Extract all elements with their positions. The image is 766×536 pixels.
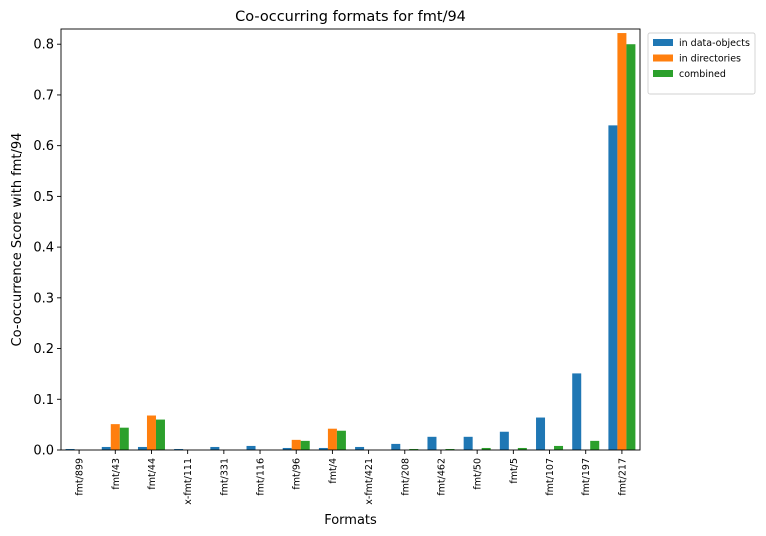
y-tick-label: 0.2 [33,342,54,357]
legend-swatch [653,70,673,77]
x-tick-label: fmt/4 [328,458,339,484]
bar-in-data-objects-fmt/331 [210,446,220,450]
y-tick-label: 0.7 [33,88,54,103]
bar-combined-fmt/4 [336,430,346,450]
chart-title: Co-occurring formats for fmt/94 [235,9,466,25]
x-tick-label: fmt/44 [147,458,158,490]
x-tick-label: x-fmt/111 [183,458,194,505]
bar-in-data-objects-fmt/107 [536,417,546,450]
x-tick-label: fmt/96 [292,458,303,490]
legend-label: in directories [679,54,741,65]
bar-in-directories-fmt/217 [617,33,627,451]
x-tick-label: fmt/107 [545,458,556,496]
bar-in-data-objects-fmt/462 [427,436,437,450]
bar-in-data-objects-fmt/5 [499,431,509,450]
bar-in-data-objects-fmt/96 [282,447,292,450]
bar-combined-fmt/96 [300,440,310,450]
y-tick-label: 0.3 [33,291,54,306]
bar-combined-fmt/50 [481,447,491,450]
bar-in-data-objects-x-fmt/111 [174,448,184,450]
bar-in-data-objects-fmt/116 [246,445,256,450]
bar-in-directories-fmt/4 [327,428,337,450]
legend-box [647,32,756,95]
legend-label: in data-objects [679,38,750,49]
x-tick-label: fmt/462 [436,458,447,496]
y-tick-label: 0.4 [33,241,54,256]
x-axis-title: Formats [324,513,377,528]
y-axis-title: Co-occurrence Score with fmt/94 [10,133,25,347]
bar-combined-fmt/44 [155,419,165,450]
bar-in-directories-fmt/96 [291,439,301,450]
legend-swatch [653,54,673,62]
bar-in-data-objects-fmt/197 [572,373,582,450]
bars-layer [65,33,636,451]
bar-in-data-objects-fmt/217 [608,125,618,451]
legend-label: combined [679,69,726,80]
bar-in-data-objects-fmt/899 [65,448,75,450]
legend-swatch [653,39,673,46]
x-tick-label: fmt/116 [256,458,267,496]
bar-in-data-objects-x-fmt/421 [355,446,365,450]
bar-in-data-objects-fmt/50 [463,436,473,450]
legend: in data-objects in directories combined [647,32,756,95]
x-tick-label: fmt/43 [111,458,122,490]
y-tick-label: 0.1 [33,393,54,408]
axes-layer: 0.0 0.1 0.2 0.3 0.4 0.5 0.6 0.7 0.8 fmt/899 fmt/43… [33,28,641,505]
bar-combined-fmt/107 [554,445,564,450]
x-tick-label: x-fmt/421 [364,458,375,505]
y-tick-label: 0.5 [33,190,54,205]
x-tick-label: fmt/331 [219,458,230,496]
y-tick-label: 0.6 [33,139,54,154]
x-tick-label: fmt/217 [617,458,628,496]
bar-combined-fmt/208 [409,448,419,450]
bar-in-data-objects-fmt/43 [101,446,111,450]
bar-in-data-objects-fmt/44 [137,446,147,450]
bar-in-data-objects-fmt/208 [391,443,401,450]
y-tick-label: 0.0 [33,444,54,459]
x-tick-label: fmt/208 [400,458,411,496]
bar-in-data-objects-fmt/4 [318,447,328,450]
x-tick-label: fmt/899 [75,458,86,496]
bar-combined-fmt/5 [517,447,527,450]
x-tick-label: fmt/5 [509,458,520,484]
bar-combined-fmt/43 [119,427,129,450]
bar-in-directories-fmt/44 [146,415,156,450]
x-tick-label: fmt/197 [581,458,592,496]
bar-combined-fmt/462 [445,448,455,450]
y-tick-label: 0.8 [33,38,54,53]
bar-combined-fmt/197 [590,440,600,450]
bar-combined-fmt/217 [626,44,636,450]
bar-in-directories-fmt/43 [110,424,120,450]
plot-frame [60,28,641,451]
x-tick-label: fmt/50 [473,458,484,490]
